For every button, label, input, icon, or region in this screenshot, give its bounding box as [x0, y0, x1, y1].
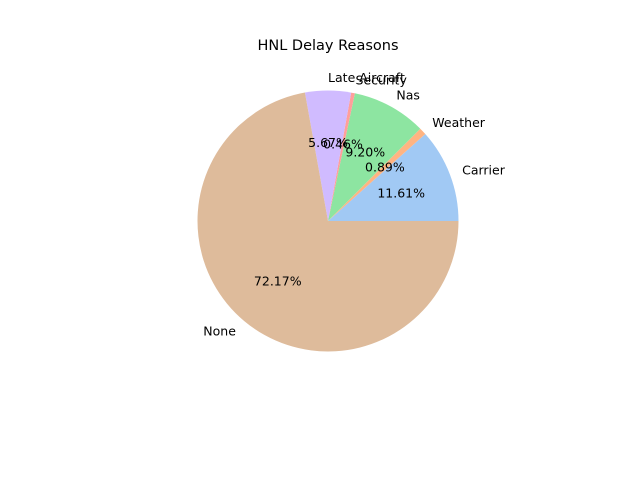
slice-percent-late-aircraft: 5.67% — [308, 135, 348, 150]
pie-slice-late-aircraft — [304, 90, 352, 221]
pie-slice-carrier — [328, 134, 459, 221]
slice-label-weather: Weather — [432, 115, 485, 130]
slice-percent-weather: 0.89% — [365, 160, 405, 175]
slice-percent-security: 0.46% — [323, 137, 363, 152]
slice-label-late-aircraft: Late Aircraft — [328, 70, 405, 85]
pie-slice-none — [197, 92, 459, 352]
slice-label-security: Security — [356, 73, 408, 88]
slice-label-none: None — [203, 324, 236, 339]
pie-slices — [197, 90, 459, 352]
pie-slice-security — [328, 92, 355, 221]
pie-labels: Carrier 11.61% Weather 0.89% Nas 9.20% Securit… — [203, 70, 505, 339]
pie-slice-nas — [328, 93, 421, 221]
slice-label-carrier: Carrier — [462, 162, 506, 177]
slice-percent-nas: 9.20% — [345, 145, 385, 160]
slice-label-nas: Nas — [396, 87, 420, 102]
slice-percent-carrier: 11.61% — [377, 186, 425, 201]
pie-slice-weather — [328, 128, 426, 221]
chart-title: HNL Delay Reasons — [257, 38, 398, 54]
slice-percent-none: 72.17% — [254, 274, 302, 289]
